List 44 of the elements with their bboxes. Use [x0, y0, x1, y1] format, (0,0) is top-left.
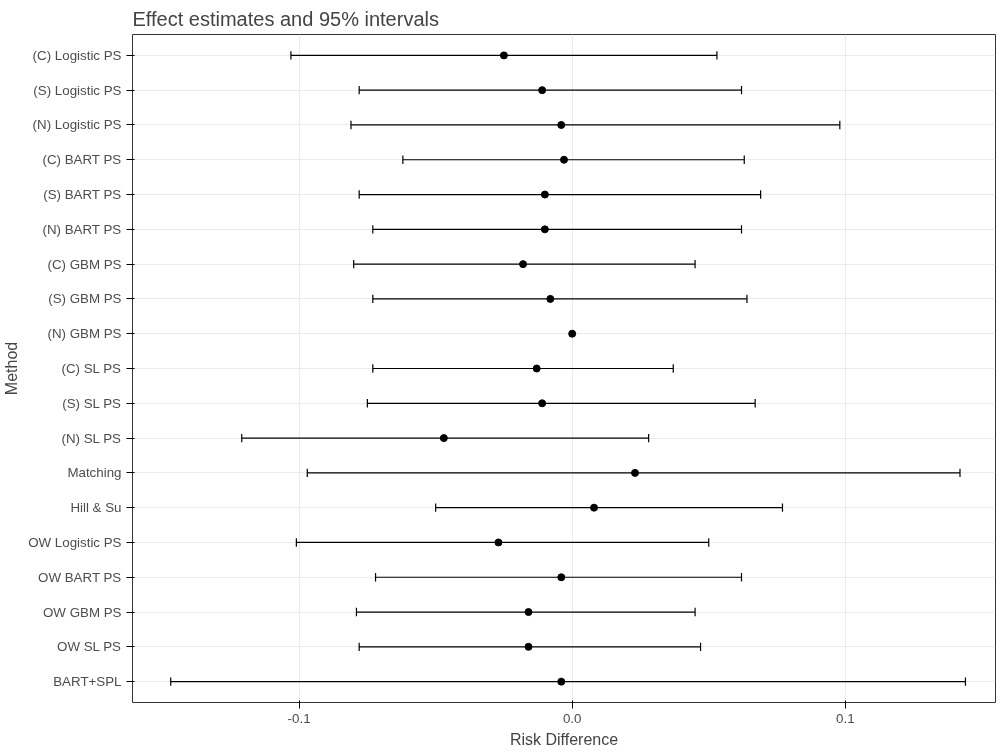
point	[560, 155, 568, 164]
point	[439, 434, 448, 443]
y-tick-label: (C) SL PS	[61, 361, 122, 376]
point	[524, 608, 533, 617]
y-tick-label: (S) GBM PS	[48, 291, 122, 307]
point	[631, 468, 640, 477]
point	[568, 329, 577, 338]
x-axis-title: Risk Difference	[509, 730, 619, 748]
y-tick-label: Hill & Su	[70, 500, 122, 516]
y-tick-label: (S) SL PS	[62, 395, 122, 411]
point	[557, 677, 566, 686]
y-tick-label: (C) BART PS	[42, 152, 122, 168]
point	[590, 503, 599, 512]
y-tick-label: (S) Logistic PS	[33, 82, 122, 98]
y-tick-label: BART+SPL	[53, 674, 122, 690]
y-tick-label: Matching	[67, 465, 122, 481]
point	[532, 364, 541, 373]
point	[499, 51, 508, 60]
x-tick-label: -0.1	[287, 710, 311, 726]
point	[524, 642, 533, 651]
y-tick-label: OW BART PS	[38, 569, 122, 585]
point	[540, 190, 549, 199]
y-tick-label: OW SL PS	[57, 639, 122, 655]
y-axis-title: Method	[3, 341, 21, 396]
y-tick-label: (S) BART PS	[43, 187, 122, 203]
point	[540, 225, 549, 234]
y-tick-label: (N) Logistic PS	[32, 117, 122, 133]
y-tick-label: (N) SL PS	[61, 430, 122, 446]
point	[538, 399, 547, 408]
y-tick-label: OW GBM PS	[43, 604, 122, 620]
y-tick-label: (C) GBM PS	[47, 256, 122, 272]
y-tick-label: (N) GBM PS	[47, 326, 122, 342]
x-tick-label: 0.1	[836, 710, 855, 726]
point	[546, 294, 555, 303]
chart-title: Effect estimates and 95% intervals	[132, 7, 439, 30]
point	[519, 260, 528, 269]
point	[557, 573, 566, 582]
y-tick-label: (C) Logistic PS	[32, 47, 122, 63]
point	[557, 120, 566, 129]
x-tick-label: 0.0	[562, 710, 582, 726]
y-tick-label: (N) BART PS	[42, 221, 122, 237]
point	[538, 86, 547, 95]
y-tick-label: OW Logistic PS	[28, 534, 122, 550]
point	[494, 538, 503, 547]
